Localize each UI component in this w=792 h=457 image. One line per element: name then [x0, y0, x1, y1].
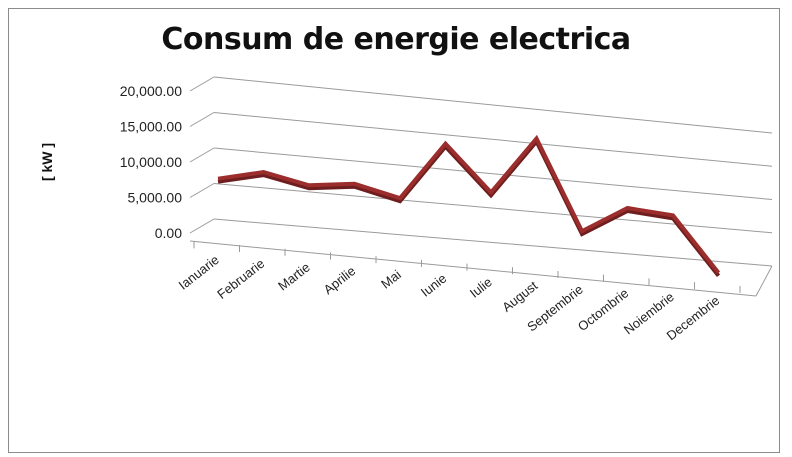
y-tick-label: 15,000.00	[120, 119, 182, 135]
y-axis-label: [ kW ]	[39, 143, 55, 181]
x-tick-label: Iulie	[467, 274, 495, 301]
side-gridline	[189, 147, 215, 163]
y-tick-label: 20,000.00	[120, 83, 182, 99]
side-gridline	[189, 76, 215, 92]
series-line-depth	[217, 137, 721, 277]
floor-edge	[189, 240, 757, 297]
x-tick-label: Februarie	[214, 256, 267, 302]
x-tick-marks	[193, 241, 741, 293]
x-tick-label: Martie	[275, 259, 313, 293]
y-tick-label: 10,000.00	[120, 154, 182, 170]
floor-side-edge	[755, 265, 773, 297]
x-tick-label: Ianuarie	[176, 252, 222, 293]
side-gridline	[189, 183, 215, 198]
y-tick-labels: 0.00 5,000.00 10,000.00 15,000.00 20,000.00	[120, 83, 183, 241]
gridline	[213, 112, 773, 167]
x-tick-label: Aprilie	[321, 263, 359, 297]
side-gridline	[189, 112, 215, 127]
gridline	[213, 76, 773, 134]
chart-frame	[8, 8, 780, 453]
gridline	[213, 218, 773, 267]
y-tick-label: 5,000.00	[128, 190, 183, 206]
x-tick-label: Iunie	[418, 271, 449, 300]
x-tick-label: Mai	[378, 267, 404, 292]
gridline	[213, 147, 773, 200]
chart-title: Consum de energie electrica	[161, 22, 631, 57]
series-lines	[217, 134, 721, 277]
x-tick-label: August	[499, 278, 540, 315]
series-line	[217, 134, 721, 274]
y-tick-label: 0.00	[155, 225, 182, 241]
side-gridline	[189, 218, 215, 234]
